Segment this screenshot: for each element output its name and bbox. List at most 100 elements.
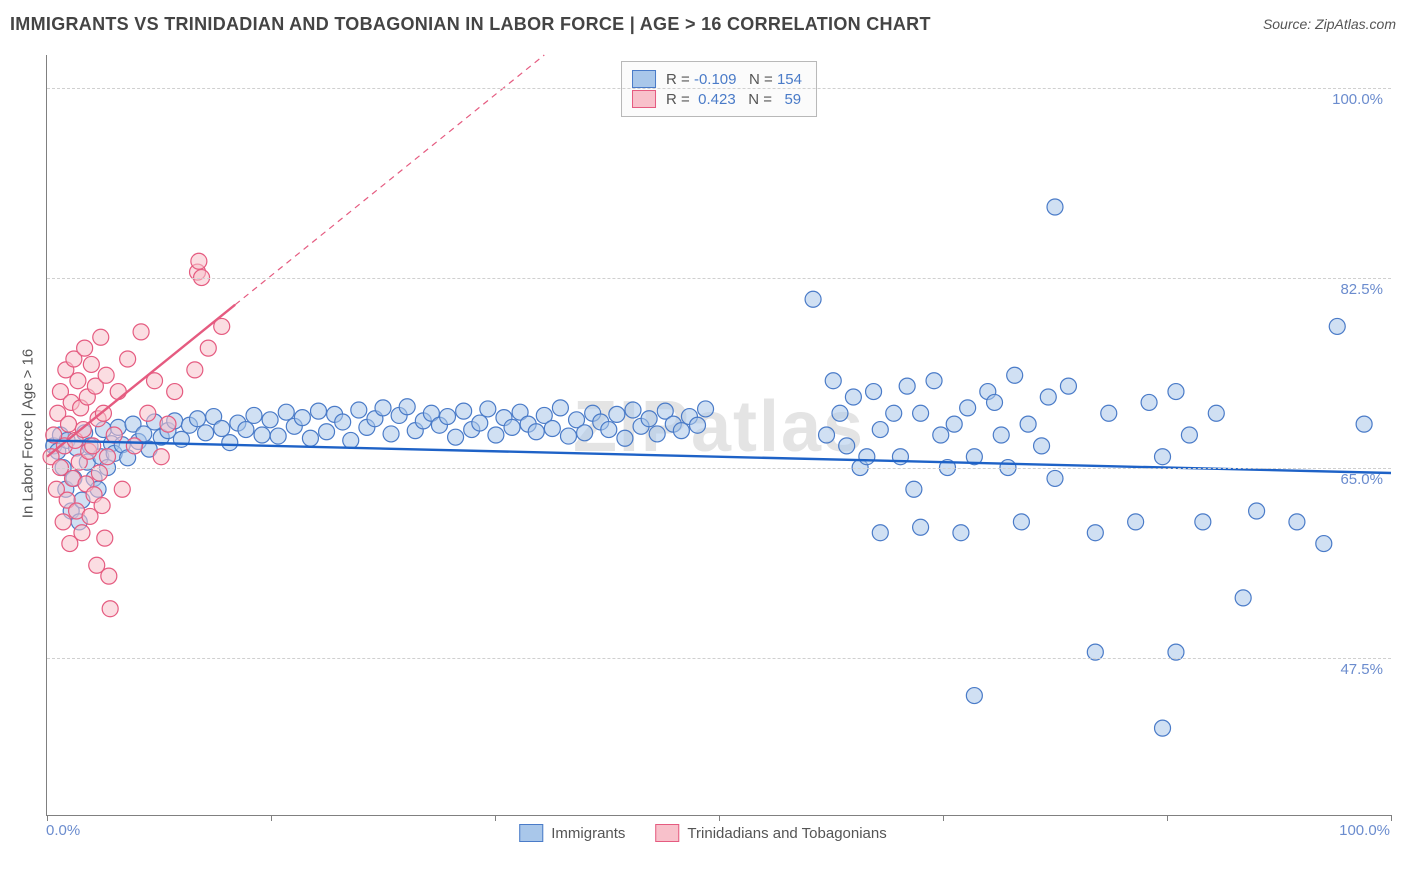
scatter-point bbox=[859, 449, 875, 465]
scatter-point bbox=[689, 417, 705, 433]
swatch-pink-icon bbox=[655, 824, 679, 842]
x-tick-label: 100.0% bbox=[1339, 822, 1390, 839]
scatter-point bbox=[254, 427, 270, 443]
scatter-point bbox=[872, 422, 888, 438]
scatter-point bbox=[987, 394, 1003, 410]
legend-label-trinidadians: Trinidadians and Tobagonians bbox=[687, 825, 886, 842]
legend-item-trinidadians: Trinidadians and Tobagonians bbox=[655, 824, 886, 842]
scatter-point bbox=[601, 422, 617, 438]
scatter-point bbox=[222, 435, 238, 451]
scatter-point bbox=[488, 427, 504, 443]
scatter-point bbox=[1101, 405, 1117, 421]
scatter-point bbox=[872, 525, 888, 541]
scatter-point bbox=[906, 481, 922, 497]
scatter-point bbox=[70, 373, 86, 389]
scatter-point bbox=[270, 428, 286, 444]
scatter-point bbox=[1356, 416, 1372, 432]
scatter-point bbox=[106, 427, 122, 443]
swatch-blue-icon bbox=[632, 70, 656, 88]
scatter-point bbox=[1155, 449, 1171, 465]
scatter-point bbox=[1316, 536, 1332, 552]
scatter-point bbox=[310, 403, 326, 419]
scatter-point bbox=[866, 384, 882, 400]
scatter-point bbox=[1060, 378, 1076, 394]
scatter-point bbox=[200, 340, 216, 356]
scatter-point bbox=[456, 403, 472, 419]
scatter-point bbox=[577, 425, 593, 441]
x-tick-mark bbox=[47, 815, 48, 821]
scatter-point bbox=[99, 449, 115, 465]
scatter-point bbox=[153, 449, 169, 465]
scatter-point bbox=[839, 438, 855, 454]
scatter-point bbox=[77, 340, 93, 356]
scatter-point bbox=[262, 412, 278, 428]
scatter-point bbox=[167, 384, 183, 400]
x-tick-mark bbox=[1167, 815, 1168, 821]
legend-row-pink: R = 0.423 N = 59 bbox=[632, 90, 802, 108]
scatter-point bbox=[480, 401, 496, 417]
trendline bbox=[235, 55, 544, 305]
scatter-point bbox=[383, 426, 399, 442]
scatter-point bbox=[94, 498, 110, 514]
legend-item-immigrants: Immigrants bbox=[519, 824, 625, 842]
scatter-point bbox=[1155, 720, 1171, 736]
scatter-point bbox=[673, 423, 689, 439]
scatter-point bbox=[1289, 514, 1305, 530]
scatter-point bbox=[1128, 514, 1144, 530]
scatter-point bbox=[120, 351, 136, 367]
scatter-point bbox=[190, 411, 206, 427]
scatter-point bbox=[946, 416, 962, 432]
scatter-point bbox=[1249, 503, 1265, 519]
scatter-point bbox=[625, 402, 641, 418]
legend-n-key-2: N = bbox=[748, 91, 772, 108]
legend-pink-n: 59 bbox=[784, 91, 801, 108]
scatter-point bbox=[1195, 514, 1211, 530]
scatter-point bbox=[899, 378, 915, 394]
y-axis-label: In Labor Force | Age > 16 bbox=[20, 284, 37, 584]
scatter-point bbox=[198, 425, 214, 441]
legend-r-key-2: R = bbox=[666, 91, 690, 108]
scatter-point bbox=[335, 414, 351, 430]
scatter-point bbox=[966, 688, 982, 704]
scatter-point bbox=[504, 419, 520, 435]
scatter-point bbox=[960, 400, 976, 416]
scatter-point bbox=[1181, 427, 1197, 443]
gridline bbox=[47, 88, 1391, 89]
scatter-point bbox=[472, 415, 488, 431]
scatter-point bbox=[560, 428, 576, 444]
gridline bbox=[47, 278, 1391, 279]
scatter-point bbox=[102, 601, 118, 617]
scatter-point bbox=[913, 519, 929, 535]
scatter-point bbox=[1047, 470, 1063, 486]
scatter-point bbox=[993, 427, 1009, 443]
scatter-point bbox=[953, 525, 969, 541]
gridline bbox=[47, 658, 1391, 659]
scatter-point bbox=[1087, 525, 1103, 541]
scatter-point bbox=[214, 420, 230, 436]
series-legend: Immigrants Trinidadians and Tobagonians bbox=[519, 824, 887, 842]
scatter-point bbox=[845, 389, 861, 405]
scatter-point bbox=[933, 427, 949, 443]
scatter-point bbox=[294, 410, 310, 426]
scatter-point bbox=[302, 430, 318, 446]
y-axis-label-container: In Labor Force | Age > 16 bbox=[8, 55, 38, 815]
scatter-point bbox=[351, 402, 367, 418]
scatter-point bbox=[528, 424, 544, 440]
scatter-point bbox=[1208, 405, 1224, 421]
scatter-point bbox=[160, 416, 176, 432]
scatter-point bbox=[98, 367, 114, 383]
legend-row-blue: R = -0.109 N = 154 bbox=[632, 70, 802, 88]
scatter-point bbox=[886, 405, 902, 421]
scatter-point bbox=[110, 384, 126, 400]
scatter-point bbox=[649, 426, 665, 442]
scatter-point bbox=[101, 568, 117, 584]
y-tick-label: 65.0% bbox=[1340, 471, 1383, 488]
scatter-point bbox=[1040, 389, 1056, 405]
scatter-point bbox=[913, 405, 929, 421]
scatter-point bbox=[1235, 590, 1251, 606]
scatter-point bbox=[617, 430, 633, 446]
chart-title-bar: IMMIGRANTS VS TRINIDADIAN AND TOBAGONIAN… bbox=[10, 14, 1396, 35]
x-tick-mark bbox=[271, 815, 272, 821]
x-tick-label: 0.0% bbox=[46, 822, 80, 839]
scatter-point bbox=[1007, 367, 1023, 383]
